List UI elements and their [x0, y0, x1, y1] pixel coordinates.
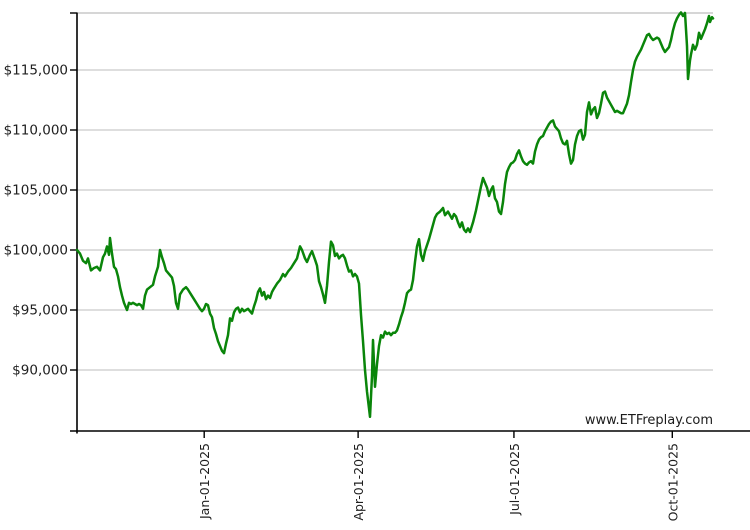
- y-tick-label: $95,000: [12, 303, 68, 319]
- watermark-text: www.ETFreplay.com: [585, 413, 713, 428]
- x-tick-label: Oct-01-2025: [665, 443, 680, 521]
- y-tick-label: $105,000: [4, 183, 68, 199]
- y-tick-label: $115,000: [4, 63, 68, 79]
- x-axis-labels: Jan-01-2025 Apr-01-2025 Jul-01-2025 Oct-01-…: [197, 443, 680, 521]
- x-tick-label: Jul-01-2025: [507, 443, 522, 516]
- y-axis-labels: $115,000 $110,000 $105,000 $100,000 $95,000 $…: [4, 63, 68, 379]
- y-tick-label: $90,000: [12, 363, 68, 379]
- y-tick-label: $110,000: [4, 123, 68, 139]
- x-tick-label: Apr-01-2025: [351, 443, 366, 521]
- x-tick-label: Jan-01-2025: [197, 443, 212, 520]
- portfolio-growth-line: [75, 11, 715, 419]
- axes: [70, 12, 750, 438]
- gridlines: [77, 12, 713, 371]
- y-tick-label: $100,000: [4, 243, 68, 259]
